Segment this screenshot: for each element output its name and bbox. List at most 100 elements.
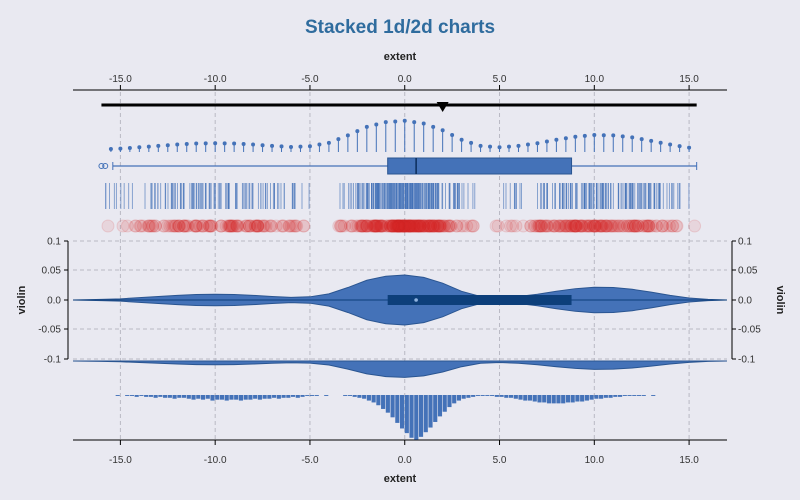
- scatter-point: [391, 219, 405, 233]
- scatter-point: [595, 219, 609, 233]
- scatter-point: [569, 219, 583, 233]
- scatter-point: [243, 219, 257, 233]
- histogram-bar: [229, 395, 234, 400]
- histogram-bar: [167, 395, 172, 398]
- scatter-point: [450, 219, 464, 233]
- scatter-point: [418, 219, 432, 233]
- scatter-point: [396, 219, 410, 233]
- lollipop-dot: [194, 141, 199, 146]
- scatter-point: [599, 219, 613, 233]
- scatter-point: [196, 219, 210, 233]
- scatter-point: [588, 219, 602, 233]
- lollipop-dot: [298, 144, 303, 149]
- scatter-point: [606, 219, 620, 233]
- lollipop-dot: [601, 133, 606, 138]
- histogram-bar: [153, 395, 158, 398]
- scatter-point: [391, 219, 405, 233]
- scatter-point: [398, 219, 412, 233]
- scatter-point: [259, 219, 273, 233]
- scatter-point: [438, 219, 452, 233]
- scatter-point: [169, 219, 183, 233]
- histogram-bar: [267, 395, 272, 399]
- histogram-bar: [556, 395, 561, 404]
- scatter-point: [414, 219, 428, 233]
- scatter-point: [433, 219, 447, 233]
- histogram-bar: [400, 395, 405, 429]
- histogram-bar: [551, 395, 556, 404]
- lollipop-dot: [431, 124, 436, 129]
- scatter-point: [393, 219, 407, 233]
- histogram-bar: [442, 395, 447, 412]
- scatter-point: [623, 219, 637, 233]
- scatter-point: [398, 219, 412, 233]
- scatter-point: [595, 219, 609, 233]
- scatter-point: [405, 219, 419, 233]
- histogram-bar: [475, 395, 480, 396]
- scatter-point: [557, 219, 571, 233]
- histogram-bar: [490, 395, 495, 396]
- histogram-bar: [276, 395, 281, 399]
- scatter-point: [632, 219, 646, 233]
- scatter-point: [392, 219, 406, 233]
- scatter-point: [248, 219, 262, 233]
- scatter-point: [172, 219, 186, 233]
- scatter-point: [466, 219, 480, 233]
- histogram-bar: [305, 395, 310, 396]
- top-x-tick-label: 10.0: [585, 74, 605, 85]
- scatter-point: [345, 219, 359, 233]
- scatter-point: [586, 219, 600, 233]
- scatter-point: [166, 219, 180, 233]
- lollipop-dot: [687, 145, 692, 150]
- histogram-bar: [433, 395, 438, 422]
- scatter-point: [414, 219, 428, 233]
- scatter-point: [189, 219, 203, 233]
- scatter-point: [464, 219, 478, 233]
- scatter-point: [120, 219, 134, 233]
- scatter-point: [369, 219, 383, 233]
- scatter-point: [598, 219, 612, 233]
- scatter-point: [374, 219, 388, 233]
- scatter-point: [574, 219, 588, 233]
- scatter-point: [357, 219, 371, 233]
- scatter-point: [413, 219, 427, 233]
- scatter-point: [593, 219, 607, 233]
- scatter-point: [141, 219, 155, 233]
- scatter-point: [396, 219, 410, 233]
- scatter-point: [176, 219, 190, 233]
- scatter-point: [368, 219, 382, 233]
- scatter-point: [223, 219, 237, 233]
- scatter-point: [398, 219, 412, 233]
- scatter-point: [396, 219, 410, 233]
- scatter-point: [203, 219, 217, 233]
- box-outlier: [102, 163, 109, 169]
- histogram-bar: [546, 395, 552, 404]
- histogram-bar: [366, 395, 371, 401]
- scatter-point: [516, 219, 530, 233]
- scatter-point: [189, 219, 203, 233]
- scatter-point: [624, 219, 638, 233]
- scatter-point: [157, 219, 171, 233]
- histogram-bar: [542, 395, 547, 403]
- scatter-point: [180, 219, 194, 233]
- bottom-x-tick-label: 0.0: [398, 455, 412, 466]
- histogram-bar: [608, 395, 613, 398]
- histogram-bar: [295, 395, 300, 398]
- scatter-point: [430, 219, 444, 233]
- histogram-bar: [286, 395, 291, 398]
- histogram-bar: [618, 395, 623, 397]
- histogram-bar: [148, 395, 153, 397]
- scatter-point: [581, 219, 595, 233]
- histogram-bar: [186, 395, 191, 399]
- scatter-point: [168, 219, 182, 233]
- scatter-point: [396, 219, 410, 233]
- scatter-point: [627, 219, 641, 233]
- scatter-point: [540, 219, 554, 233]
- scatter-point: [509, 219, 523, 233]
- lollipop-dot: [421, 121, 426, 126]
- scatter-point: [649, 219, 663, 233]
- scatter-point: [423, 219, 437, 233]
- line-chart: [101, 102, 697, 112]
- lollipop-dot: [393, 119, 398, 124]
- scatter-point: [561, 219, 575, 233]
- scatter-point: [398, 219, 412, 233]
